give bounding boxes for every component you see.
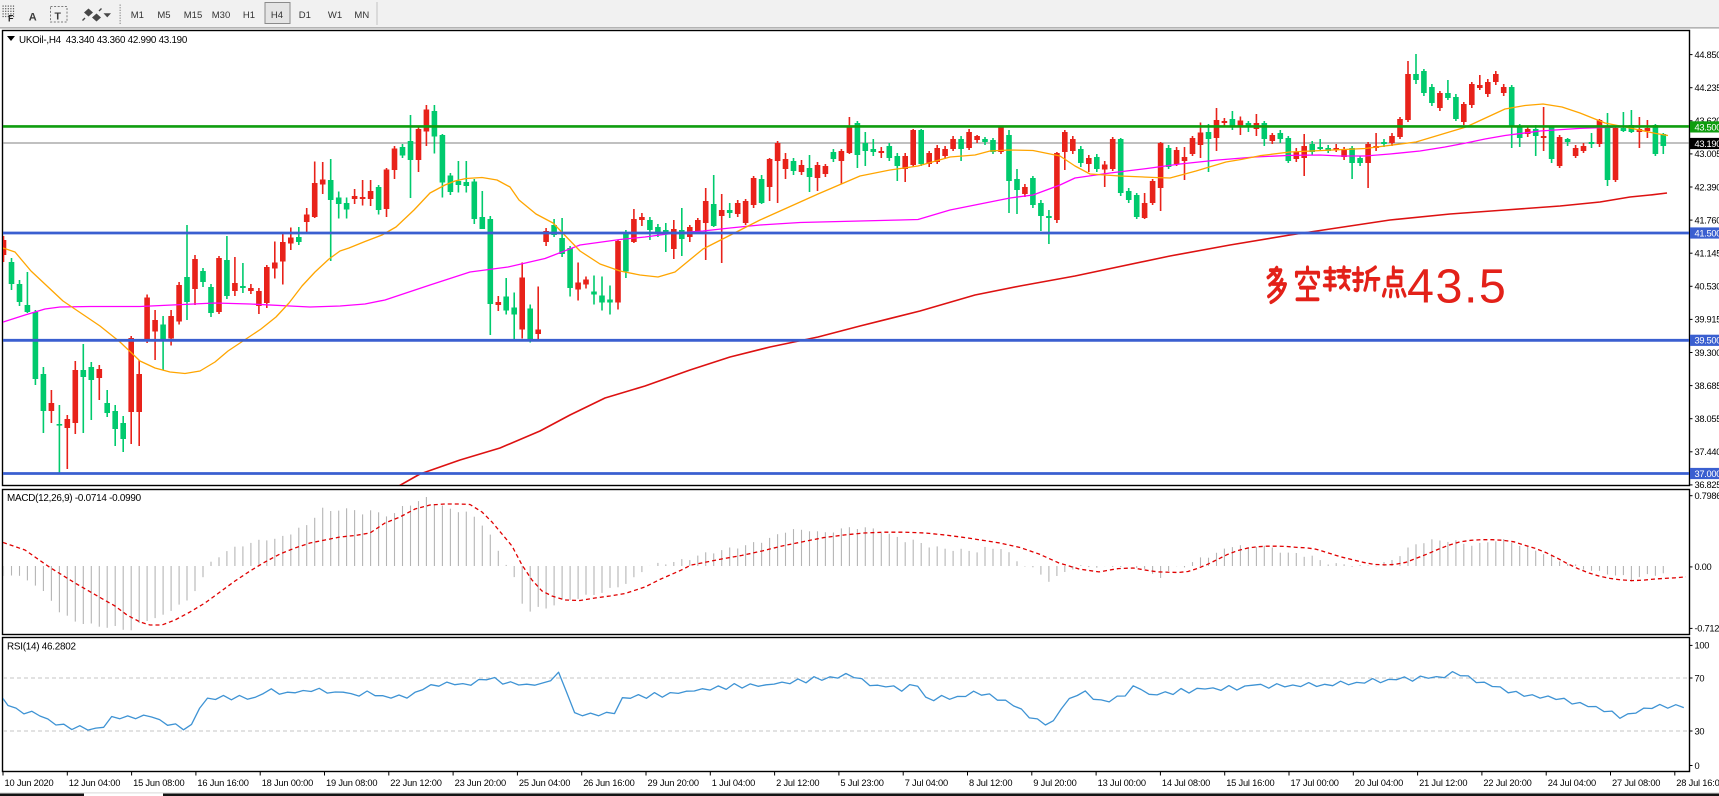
svg-text:43.500: 43.500 — [1695, 122, 1719, 132]
svg-text:40.530: 40.530 — [1695, 282, 1719, 292]
svg-text:43.620: 43.620 — [1695, 116, 1719, 126]
svg-text:24 Jul 04:00: 24 Jul 04:00 — [1548, 778, 1596, 788]
svg-text:36.825: 36.825 — [1695, 480, 1719, 490]
svg-text:14 Jul 08:00: 14 Jul 08:00 — [1162, 778, 1210, 788]
svg-text:43.5: 43.5 — [1407, 260, 1507, 314]
svg-text:28 Jul 16:00: 28 Jul 16:00 — [1676, 778, 1719, 788]
svg-text:19 Jun 08:00: 19 Jun 08:00 — [326, 778, 377, 788]
svg-text:A: A — [29, 11, 37, 23]
svg-text:41.760: 41.760 — [1695, 215, 1719, 225]
svg-text:41.500: 41.500 — [1695, 228, 1719, 238]
svg-text:25 Jun 04:00: 25 Jun 04:00 — [519, 778, 570, 788]
svg-text:-0.7124: -0.7124 — [1695, 624, 1719, 634]
svg-text:27 Jul 08:00: 27 Jul 08:00 — [1612, 778, 1660, 788]
svg-text:RSI(14) 46.2802: RSI(14) 46.2802 — [7, 642, 76, 653]
svg-text:H4: H4 — [271, 10, 283, 21]
svg-text:MACD(12,26,9) -0.0714 -0.0990: MACD(12,26,9) -0.0714 -0.0990 — [7, 493, 142, 504]
svg-text:T: T — [55, 10, 62, 22]
svg-text:70: 70 — [1695, 673, 1705, 683]
svg-text:39.300: 39.300 — [1695, 348, 1719, 358]
svg-text:MN: MN — [354, 10, 369, 21]
svg-text:0: 0 — [1695, 761, 1700, 771]
svg-text:5 Jul 23:00: 5 Jul 23:00 — [840, 778, 883, 788]
svg-text:UKOil-,H4 43.340 43.360 42.99: UKOil-,H4 43.340 43.360 42.990 43.190 — [19, 35, 188, 46]
svg-text:12 Jun 04:00: 12 Jun 04:00 — [69, 778, 120, 788]
svg-text:1 Jul 04:00: 1 Jul 04:00 — [712, 778, 755, 788]
svg-text:44.235: 44.235 — [1695, 83, 1719, 93]
svg-text:30: 30 — [1695, 726, 1705, 736]
svg-text:2 Jul 12:00: 2 Jul 12:00 — [776, 778, 819, 788]
svg-text:23 Jun 20:00: 23 Jun 20:00 — [455, 778, 506, 788]
svg-text:17 Jul 00:00: 17 Jul 00:00 — [1291, 778, 1339, 788]
svg-text:43.005: 43.005 — [1695, 149, 1719, 159]
svg-text:0.7986: 0.7986 — [1695, 491, 1719, 501]
svg-text:41.145: 41.145 — [1695, 249, 1719, 259]
svg-text:42.390: 42.390 — [1695, 182, 1719, 192]
svg-text:16 Jun 16:00: 16 Jun 16:00 — [197, 778, 248, 788]
svg-text:7 Jul 04:00: 7 Jul 04:00 — [905, 778, 948, 788]
svg-text:W1: W1 — [328, 10, 342, 21]
svg-text:22 Jul 20:00: 22 Jul 20:00 — [1483, 778, 1531, 788]
svg-text:39.500: 39.500 — [1695, 336, 1719, 346]
svg-text:M30: M30 — [212, 10, 230, 21]
svg-text:44.850: 44.850 — [1695, 50, 1719, 60]
svg-text:21 Jul 12:00: 21 Jul 12:00 — [1419, 778, 1467, 788]
svg-text:M1: M1 — [131, 10, 144, 21]
svg-text:22 Jun 12:00: 22 Jun 12:00 — [390, 778, 441, 788]
svg-text:26 Jun 16:00: 26 Jun 16:00 — [583, 778, 634, 788]
svg-text:M5: M5 — [157, 10, 170, 21]
svg-text:43.190: 43.190 — [1695, 139, 1719, 149]
svg-text:18 Jun 00:00: 18 Jun 00:00 — [262, 778, 313, 788]
svg-text:M15: M15 — [184, 10, 202, 21]
svg-text:39.915: 39.915 — [1695, 315, 1719, 325]
svg-text:38.055: 38.055 — [1695, 414, 1719, 424]
svg-text:F: F — [8, 14, 14, 24]
svg-text:H1: H1 — [243, 10, 255, 21]
svg-text:15 Jul 16:00: 15 Jul 16:00 — [1226, 778, 1274, 788]
svg-text:15 Jun 08:00: 15 Jun 08:00 — [133, 778, 184, 788]
svg-text:D1: D1 — [299, 10, 311, 21]
svg-text:9 Jul 20:00: 9 Jul 20:00 — [1033, 778, 1076, 788]
svg-text:10 Jun 2020: 10 Jun 2020 — [5, 778, 54, 788]
svg-text:20 Jul 04:00: 20 Jul 04:00 — [1355, 778, 1403, 788]
svg-text:37.000: 37.000 — [1695, 469, 1719, 479]
svg-text:13 Jul 00:00: 13 Jul 00:00 — [1098, 778, 1146, 788]
svg-text:29 Jun 20:00: 29 Jun 20:00 — [648, 778, 699, 788]
svg-text:37.440: 37.440 — [1695, 447, 1719, 457]
svg-text:100: 100 — [1695, 641, 1710, 651]
svg-text:38.685: 38.685 — [1695, 381, 1719, 391]
svg-text:8 Jul 12:00: 8 Jul 12:00 — [969, 778, 1012, 788]
svg-text:0.00: 0.00 — [1695, 562, 1712, 572]
